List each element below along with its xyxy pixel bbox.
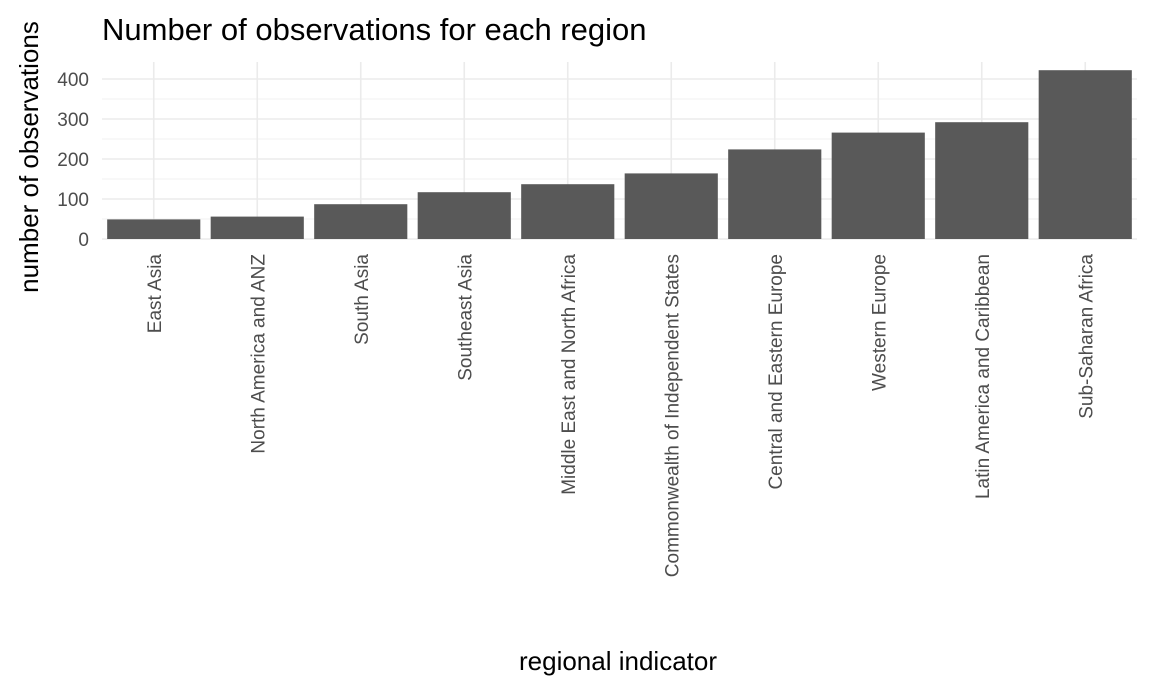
x-tick-label: Southeast Asia <box>455 254 476 381</box>
bar <box>1038 70 1132 239</box>
y-tick-label: 100 <box>57 190 89 211</box>
x-tick-label: Latin America and Caribbean <box>973 254 994 499</box>
bars-layer <box>107 70 1132 239</box>
x-tick-label: Sub-Saharan Africa <box>1076 254 1097 419</box>
bar <box>107 219 201 239</box>
bar <box>728 149 822 239</box>
chart-title: Number of observations for each region <box>102 12 647 47</box>
x-tick-label: Central and Eastern Europe <box>766 254 787 490</box>
x-tick-label: North America and ANZ <box>248 254 269 454</box>
x-tick-labels: East Asia North America and ANZ South Asia… <box>145 254 1098 578</box>
x-tick-label: East Asia <box>145 254 166 334</box>
y-tick-labels: 0 100 200 300 400 <box>57 70 89 251</box>
bar <box>314 204 408 239</box>
x-axis-title: regional indicator <box>519 646 717 676</box>
y-tick-label: 400 <box>57 70 89 91</box>
y-tick-label: 300 <box>57 110 89 131</box>
x-tick-label: Commonwealth of Independent States <box>662 254 683 577</box>
y-tick-label: 0 <box>78 230 89 251</box>
y-tick-label: 200 <box>57 150 89 171</box>
bar <box>831 132 925 239</box>
x-tick-label: South Asia <box>352 254 373 345</box>
bar <box>210 216 304 239</box>
bar <box>521 184 615 239</box>
bar <box>624 173 718 239</box>
y-axis-title: number of observations <box>14 21 44 293</box>
bar <box>417 192 511 239</box>
bar <box>935 122 1029 239</box>
x-tick-label: Western Europe <box>869 254 890 391</box>
x-tick-label: Middle East and North Africa <box>559 254 580 495</box>
